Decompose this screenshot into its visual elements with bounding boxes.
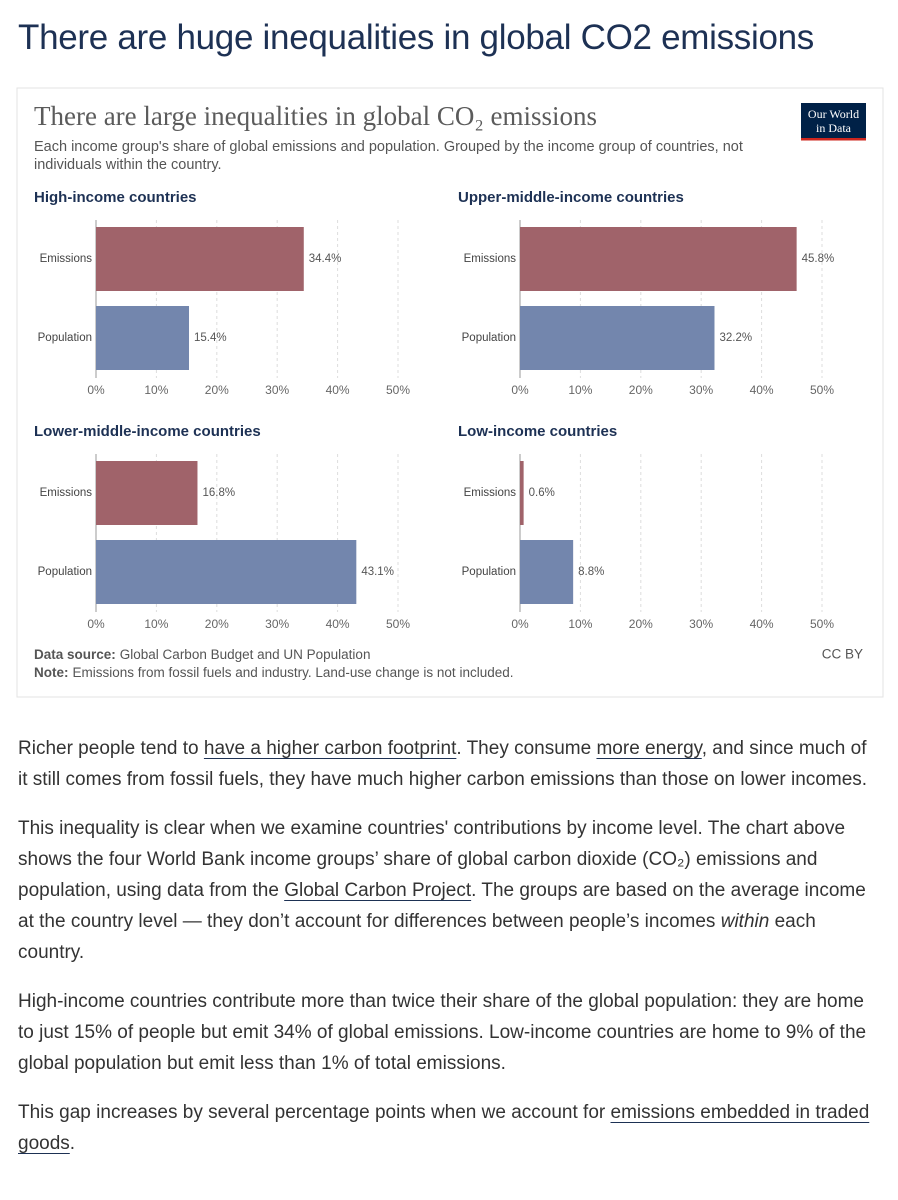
x-tick-label: 40% — [326, 617, 350, 631]
panel-title: Upper-middle-income countries — [458, 189, 684, 206]
note-label: Note: — [34, 665, 69, 680]
value-label: 45.8% — [802, 253, 835, 265]
logo-text: Our World — [808, 107, 859, 121]
x-tick-label: 40% — [326, 383, 350, 397]
x-tick-label: 10% — [568, 617, 592, 631]
category-label: Emissions — [40, 253, 93, 265]
bar — [520, 306, 715, 370]
x-tick-label: 0% — [87, 383, 105, 397]
x-tick-label: 0% — [511, 617, 529, 631]
value-label: 8.8% — [578, 566, 604, 578]
category-label: Emissions — [464, 253, 517, 265]
bar — [96, 540, 357, 604]
paragraph: This gap increases by several percentage… — [18, 1097, 880, 1159]
panel-title: High-income countries — [34, 189, 197, 206]
logo-bar — [801, 138, 866, 141]
value-label: 0.6% — [529, 487, 555, 499]
x-tick-label: 40% — [750, 383, 774, 397]
text: . The groups are based on the average in… — [18, 880, 866, 932]
license: CC BY — [822, 647, 863, 662]
chart-subtitle: Each income group's share of global emis… — [34, 139, 743, 155]
category-label: Population — [462, 566, 516, 578]
link[interactable]: emissions embedded in traded goods — [18, 1102, 870, 1154]
x-tick-label: 20% — [629, 383, 653, 397]
chart-subtitle: individuals within the country. — [34, 157, 222, 173]
x-tick-label: 40% — [750, 617, 774, 631]
x-tick-label: 50% — [386, 617, 410, 631]
chart-title: There are large inequalities in global C… — [34, 101, 597, 131]
category-label: Population — [38, 332, 92, 344]
x-tick-label: 50% — [386, 383, 410, 397]
link[interactable]: Global Carbon Project — [284, 880, 472, 901]
value-label: 32.2% — [719, 332, 752, 344]
x-tick-label: 20% — [629, 617, 653, 631]
text: . They consume — [456, 738, 597, 759]
x-tick-label: 20% — [205, 383, 229, 397]
panel-title: Low-income countries — [458, 423, 617, 440]
x-tick-label: 30% — [689, 383, 713, 397]
paragraph: High-income countries contribute more th… — [18, 986, 880, 1079]
value-label: 15.4% — [194, 332, 227, 344]
paragraph: This inequality is clear when we examine… — [18, 813, 880, 968]
value-label: 34.4% — [309, 253, 342, 265]
text: each country. — [18, 911, 816, 963]
x-tick-label: 30% — [265, 617, 289, 631]
source-text: Global Carbon Budget and UN Population — [120, 647, 371, 662]
category-label: Emissions — [464, 487, 517, 499]
source-label: Data source: — [34, 647, 116, 662]
source: Data source: Global Carbon Budget and UN … — [34, 647, 370, 662]
x-tick-label: 0% — [511, 383, 529, 397]
x-tick-label: 50% — [810, 617, 834, 631]
text: High-income countries contribute more th… — [18, 991, 867, 1074]
x-tick-label: 0% — [87, 617, 105, 631]
category-label: Population — [38, 566, 92, 578]
x-tick-label: 50% — [810, 383, 834, 397]
x-tick-label: 30% — [265, 383, 289, 397]
paragraph: Richer people tend to have a higher carb… — [18, 733, 880, 795]
note-text: Emissions from fossil fuels and industry… — [73, 665, 514, 680]
bar — [520, 461, 524, 525]
emphasis: within — [720, 911, 770, 932]
x-tick-label: 20% — [205, 617, 229, 631]
bar — [96, 227, 304, 291]
link[interactable]: more energy — [596, 738, 702, 759]
value-label: 43.1% — [361, 566, 394, 578]
panel-title: Lower-middle-income countries — [34, 423, 261, 440]
category-label: Population — [462, 332, 516, 344]
text: Richer people tend to — [18, 738, 204, 759]
x-tick-label: 10% — [144, 383, 168, 397]
text: , and since much of it still comes from … — [18, 738, 868, 790]
link[interactable]: have a higher carbon footprint — [203, 738, 457, 759]
logo-text: in Data — [816, 121, 852, 135]
text: This gap increases by several percentage… — [18, 1102, 611, 1123]
bar — [96, 306, 190, 370]
x-tick-label: 10% — [144, 617, 168, 631]
bar — [520, 227, 797, 291]
note: Note: Emissions from fossil fuels and ind… — [34, 665, 513, 680]
category-label: Emissions — [40, 487, 93, 499]
text: This inequality is clear when we examine… — [18, 818, 846, 901]
bar — [96, 461, 198, 525]
page-heading: There are huge inequalities in global CO… — [18, 18, 814, 57]
figure: There are large inequalities in global C… — [16, 87, 884, 698]
logo-box — [801, 103, 866, 140]
value-label: 16.8% — [202, 487, 235, 499]
x-tick-label: 30% — [689, 617, 713, 631]
x-tick-label: 10% — [568, 383, 592, 397]
bar — [520, 540, 574, 604]
article: Richer people tend to have a higher carb… — [18, 733, 880, 1177]
text: . — [69, 1133, 76, 1154]
